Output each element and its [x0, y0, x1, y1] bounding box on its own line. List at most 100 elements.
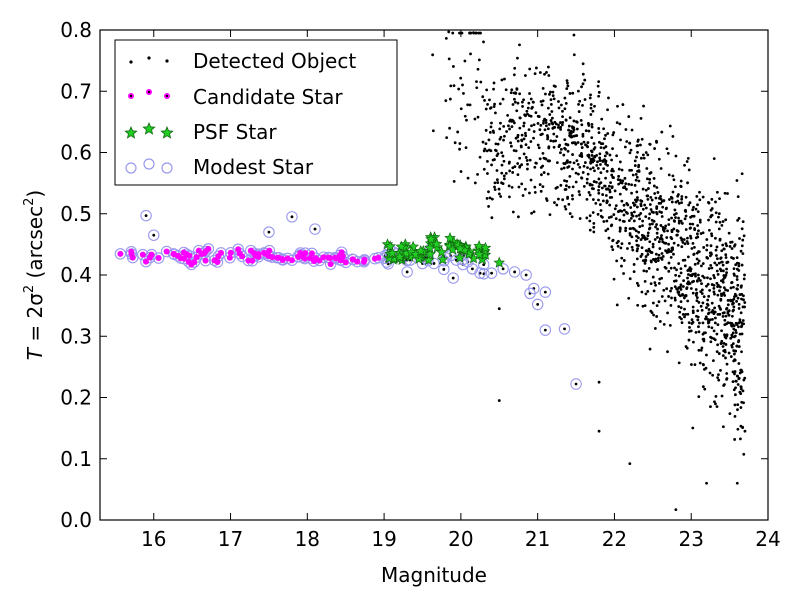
detected-object-point — [703, 387, 707, 391]
detected-object-point — [511, 171, 515, 174]
detected-object-point — [655, 186, 659, 189]
detected-object-point — [716, 272, 720, 276]
detected-object-point — [610, 167, 614, 171]
detected-object-point — [648, 240, 652, 244]
detected-object-point — [524, 156, 528, 159]
detected-object-point — [648, 143, 652, 146]
detected-object-point — [714, 220, 718, 224]
detected-object-point — [630, 128, 634, 132]
detected-object-point — [653, 147, 656, 150]
detected-object-point — [528, 191, 531, 195]
detected-object-point — [565, 179, 569, 183]
detected-object-point — [674, 154, 678, 158]
y-tick-label: 0.0 — [60, 508, 92, 532]
detected-object-point — [661, 255, 665, 258]
modest-star-point — [428, 257, 440, 270]
detected-object-point — [644, 206, 648, 210]
detected-object-point — [589, 106, 593, 110]
detected-object-point — [669, 304, 673, 307]
detected-object-point — [692, 340, 695, 344]
detected-object-point — [633, 183, 637, 187]
detected-object-point — [483, 99, 486, 102]
detected-object-point — [548, 113, 552, 116]
detected-object-point — [559, 147, 563, 151]
detected-object-point — [490, 271, 493, 275]
detected-object-point — [516, 101, 520, 105]
detected-object-point — [716, 343, 720, 347]
detected-object-point — [524, 143, 528, 147]
y-tick-label: 0.1 — [60, 447, 92, 471]
detected-object-point — [672, 241, 676, 245]
modest-star-point — [508, 266, 521, 278]
psf-star-point — [430, 238, 443, 250]
detected-object-point — [719, 297, 723, 301]
detected-object-point — [541, 86, 545, 90]
detected-object-point — [581, 62, 585, 66]
detected-object-point — [609, 181, 612, 185]
detected-object-point — [726, 298, 730, 302]
detected-object-point — [494, 111, 497, 115]
detected-object-point — [607, 184, 611, 188]
detected-object-point — [724, 273, 728, 277]
detected-object-point — [697, 301, 701, 304]
detected-object-point — [510, 125, 514, 129]
detected-object-point — [697, 259, 701, 263]
detected-object-point — [696, 261, 700, 265]
detected-object-point — [645, 177, 649, 181]
detected-object-point — [635, 239, 638, 243]
detected-object-point — [708, 251, 712, 255]
detected-object-point — [596, 160, 599, 164]
detected-object-point — [709, 405, 712, 409]
detected-object-point — [695, 299, 699, 303]
detected-object-point — [648, 249, 652, 253]
detected-object-point — [710, 326, 714, 330]
detected-object-point — [742, 298, 745, 302]
detected-object-point — [649, 282, 653, 286]
detected-object-point — [495, 169, 499, 172]
detected-object-point — [513, 121, 516, 125]
detected-object-point — [567, 128, 570, 132]
detected-object-point — [639, 199, 643, 202]
detected-object-point — [543, 72, 546, 76]
detected-object-point — [610, 215, 613, 219]
detected-object-point — [592, 225, 596, 229]
detected-object-point — [572, 119, 576, 123]
detected-object-point — [523, 187, 527, 191]
detected-object-point — [670, 216, 673, 220]
detected-object-point — [718, 197, 721, 201]
detected-object-point — [734, 379, 738, 383]
detected-object-point — [497, 192, 501, 196]
detected-object-point — [488, 98, 491, 102]
detected-object-point — [742, 452, 746, 456]
detected-object-point — [526, 106, 530, 110]
detected-object-point — [622, 213, 626, 217]
detected-object-point — [504, 172, 508, 175]
detected-object-point — [543, 290, 547, 294]
detected-object-point — [554, 186, 558, 190]
detected-object-point — [539, 133, 543, 137]
candidate-star-point — [117, 250, 124, 257]
detected-object-point — [669, 250, 673, 253]
detected-object-point — [691, 241, 695, 245]
candidate-star-point — [226, 254, 233, 261]
detected-object-point — [593, 169, 596, 173]
detected-object-point — [630, 191, 633, 195]
detected-object-point — [590, 136, 594, 140]
detected-object-point — [686, 156, 690, 160]
detected-object-point — [456, 130, 460, 134]
detected-object-point — [632, 263, 636, 266]
detected-object-point — [534, 111, 538, 115]
detected-object-point — [563, 96, 567, 100]
detected-object-point — [723, 276, 727, 280]
detected-object-point — [522, 152, 526, 156]
detected-object-point — [719, 368, 722, 372]
detected-object-point — [492, 87, 495, 91]
detected-object-point — [621, 179, 625, 183]
detected-object-point — [723, 191, 727, 195]
detected-object-point — [677, 361, 681, 365]
detected-object-point — [723, 294, 727, 297]
detected-object-point — [612, 213, 616, 216]
detected-object-point — [560, 167, 563, 171]
y-tick-label: 0.3 — [60, 324, 92, 348]
detected-object-point — [717, 378, 721, 382]
